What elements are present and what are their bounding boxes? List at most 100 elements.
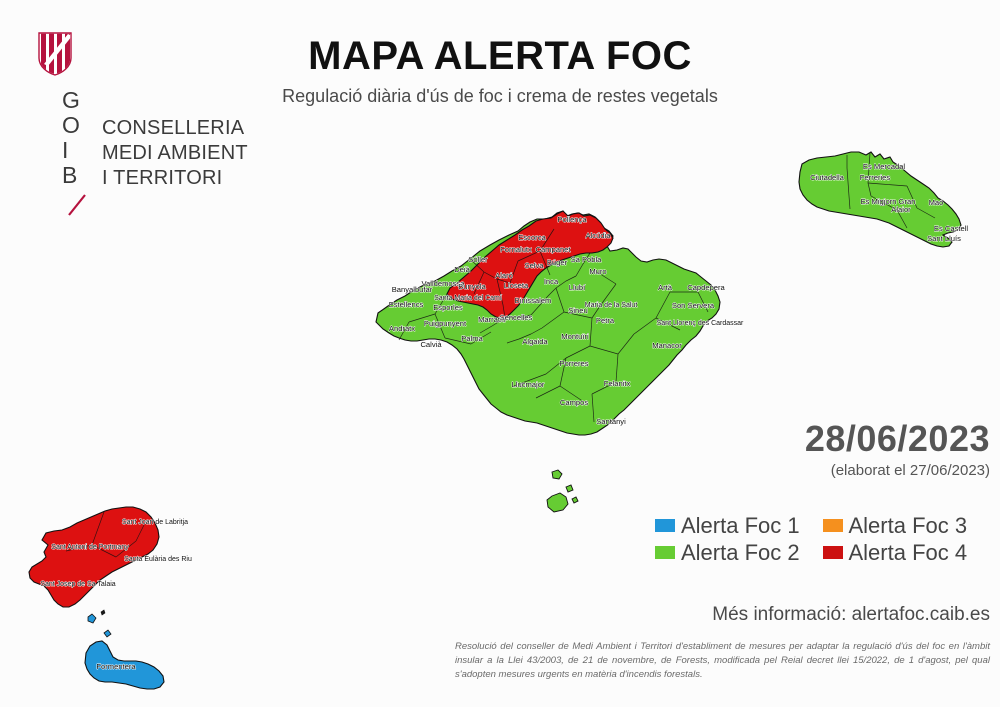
goib-letter-o: O [62, 112, 80, 138]
island-cabrera [546, 469, 579, 513]
municipality-label: Es Castell [934, 224, 968, 233]
municipality-label: Montuïri [561, 332, 589, 341]
alert-date-issued: (elaborat el 27/06/2023) [830, 462, 990, 479]
menorca-green-region [798, 151, 962, 248]
conselleria-line-2: MEDI AMBIENT [102, 142, 248, 164]
es-vedra-islet [87, 613, 97, 624]
municipality-label: Sant Llorenç des Cardassar [657, 320, 744, 327]
page-title: MAPA ALERTA FOC [308, 34, 692, 78]
legend-swatch-level-1 [655, 519, 675, 532]
municipality-label: Artà [658, 283, 673, 292]
municipality-label: Pollença [557, 215, 587, 224]
municipality-label: Selva [525, 261, 545, 270]
municipality-label: Campanet [535, 245, 571, 254]
municipality-label: Santa Eulària des Riu [124, 556, 192, 563]
municipality-label: Alaior [891, 205, 911, 214]
legend-swatch-level-3 [822, 519, 843, 532]
municipality-label: Calvià [420, 340, 442, 349]
municipality-label: Sineu [568, 306, 587, 315]
legal-disclaimer: Resolució del conseller de Medi Ambient … [455, 641, 990, 680]
municipality-label: Llubí [569, 283, 586, 292]
municipality-label: Lloseta [504, 281, 529, 290]
municipality-label: Valldemossa [422, 279, 466, 288]
municipality-label: Maó [929, 198, 944, 207]
conselleria-line-1: CONSELLERIA [102, 117, 245, 139]
legend-item-alerta-foc-3[interactable]: Alerta Foc 3 [822, 512, 991, 539]
legend-label-level-4: Alerta Foc 4 [848, 539, 968, 565]
municipality-label: Campos [560, 398, 588, 407]
municipality-label: Formentera [96, 662, 136, 671]
municipality-label: Son Servera [672, 301, 715, 310]
legend-item-alerta-foc-2[interactable]: Alerta Foc 2 [655, 540, 823, 566]
municipality-label: Sa Pobla [571, 255, 603, 264]
municipality-label: Fornalutx [500, 245, 532, 254]
municipality-label: Sant Josep de Sa Talaia [40, 581, 115, 588]
island-eivissa [28, 506, 160, 608]
municipality-label: Binissalem [515, 296, 552, 305]
municipality-label: Palma [461, 334, 483, 343]
municipality-label: Sant Lluís [927, 234, 961, 243]
legend-label-level-2: Alerta Foc 2 [681, 539, 800, 565]
municipality-label: Llucmajor [512, 380, 545, 389]
municipality-label: Manacor [652, 341, 682, 350]
municipality-label: Deià [454, 265, 470, 274]
legend-swatch-level-4 [822, 546, 843, 559]
legend-label-level-1: Alerta Foc 1 [681, 512, 800, 538]
coat-of-arms-icon [38, 32, 72, 76]
mallorca-red-region [446, 210, 614, 319]
legend-swatch-level-2 [655, 546, 675, 559]
formentera-islet [103, 629, 112, 638]
goib-acronym: G O I B [62, 88, 96, 188]
legend-row-1: Alerta Foc 1 Alerta Foc 3 [655, 512, 990, 539]
municipality-label: Ferreries [860, 173, 891, 182]
municipality-label: Búger [547, 258, 568, 267]
alert-date: 28/06/2023 [804, 418, 990, 459]
municipality-label: Sant Joan de Labritja [122, 519, 188, 526]
municipality-label: Sant Antoni de Portmany [51, 544, 129, 551]
municipality-label: Es Migjorn Gran [861, 197, 916, 206]
municipality-label: Sencelles [500, 313, 533, 322]
legend-item-alerta-foc-4[interactable]: Alerta Foc 4 [822, 539, 991, 566]
formentera-blue-region [84, 640, 165, 690]
municipality-label: Muro [589, 267, 606, 276]
municipality-label: Maria de la Salut [585, 302, 638, 309]
menorca-municipal-borders [846, 152, 936, 229]
eivissa-islet-south [100, 609, 106, 616]
municipality-label: Petra [596, 316, 615, 325]
more-info-link[interactable]: Més informació: alertafoc.caib.es [712, 604, 990, 625]
municipality-label: Puigpunyent [424, 319, 467, 328]
municipality-label: Banyalbufar [392, 285, 433, 294]
conselleria-line-3: I TERRITORI [102, 167, 223, 189]
alert-legend: Alerta Foc 1 Alerta Foc 3 Alerta Foc 2 A… [655, 512, 990, 566]
municipality-label: Esporles [433, 303, 463, 312]
eivissa-red-region [28, 506, 160, 608]
eivissa-municipal-borders [65, 511, 147, 558]
mallorca-green-region [375, 210, 721, 436]
goib-letter-i: I [62, 137, 69, 163]
conselleria-name: CONSELLERIA MEDI AMBIENT I TERRITORI [102, 116, 272, 191]
municipality-label: Bunyola [458, 282, 486, 291]
municipality-label: Estellencs [389, 300, 424, 309]
island-formentera [84, 609, 165, 690]
municipality-label: Es Mercadal [863, 162, 906, 171]
mallorca-municipal-borders [398, 228, 709, 423]
logo-slash-icon [68, 194, 86, 216]
legend-label-level-3: Alerta Foc 3 [848, 512, 968, 538]
goib-logo: G O I B CONSELLERIA MEDI AMBIENT I TERRI… [30, 28, 260, 216]
island-menorca [798, 151, 962, 248]
municipality-label: Inca [544, 277, 559, 286]
municipality-label: Felanitx [604, 379, 631, 388]
municipality-label: Sóller [468, 255, 488, 264]
legend-item-alerta-foc-1[interactable]: Alerta Foc 1 [655, 513, 823, 539]
municipality-label: Escorca [518, 233, 546, 242]
municipality-label: Alaró [495, 271, 513, 280]
municipality-label: Alcúdia [586, 231, 612, 240]
goib-letter-g: G [62, 87, 80, 113]
goib-letter-b: B [62, 162, 78, 188]
municipality-label: Algaida [522, 337, 548, 346]
municipality-label: Ciutadella [810, 173, 845, 182]
municipality-label: Santa Maria del Camí [434, 295, 502, 302]
page-subtitle: Regulació diària d'ús de foc i crema de … [282, 86, 718, 106]
municipality-label: Capdepera [687, 283, 725, 292]
